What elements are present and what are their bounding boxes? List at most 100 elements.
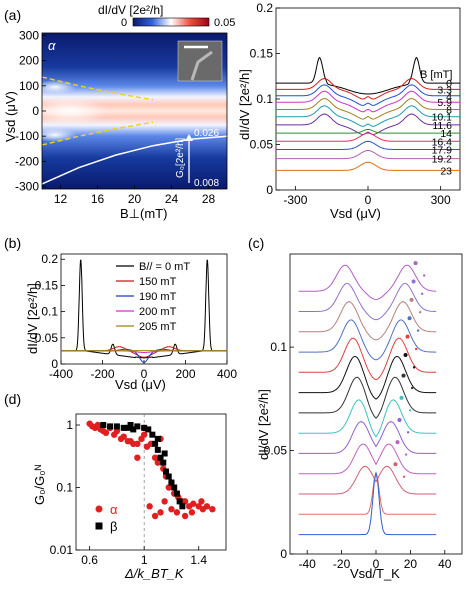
alpha-point [154, 459, 162, 466]
alpha-point [134, 454, 141, 461]
parallel-field-xlabel: Vsd (μV) [115, 377, 166, 392]
legend-beta-label: β [110, 519, 117, 534]
legend-label: 190 mT [139, 291, 177, 303]
beta-point [120, 424, 127, 431]
g0-curve [42, 135, 227, 185]
alpha-point [140, 431, 148, 438]
alpha-point [151, 512, 159, 520]
trace-0 [276, 56, 460, 95]
x-tick-label: 28 [202, 192, 216, 206]
trace-label: 4 [446, 91, 452, 103]
heatmap-upper-peak [42, 80, 77, 94]
y-tick-label: -200 [15, 154, 39, 168]
heatmap-panel: dI/dV [2e²/h] 0 0.05 α 0.026 0.008 G₀[2e… [3, 3, 235, 221]
heatmap-ylabel: Vsd (μV) [3, 91, 18, 142]
beta-point [124, 424, 131, 431]
y-tick-label: 0.01 [50, 543, 74, 557]
x-tick-label: 0 [373, 557, 380, 571]
y-tick-label: 1 [66, 418, 73, 432]
parallel-field-traces [61, 259, 227, 363]
x-tick-label: 40 [438, 557, 452, 571]
x-tick-label: -200 [90, 367, 114, 381]
trace-label: 16.4 [432, 136, 453, 148]
scaling-scatter-points [86, 420, 216, 520]
beta-point [157, 454, 164, 461]
beta-point [165, 473, 172, 480]
beta-point [107, 423, 114, 430]
peak-marker [407, 316, 412, 321]
scaled-trace-2 [298, 301, 437, 341]
parallel-field-legend: B// = 0 mT 150 mT 190 mT 200 mT 205 mT [116, 261, 190, 333]
legend-alpha-label: α [110, 502, 118, 517]
peak-marker [405, 334, 410, 339]
x-tick-label: 1.4 [190, 553, 207, 567]
y-tick-label: 0.2 [41, 252, 58, 266]
field-traces-xlabel: Vsd (μV) [330, 206, 381, 221]
beta-point [152, 440, 159, 447]
y-tick-label: 0.1 [256, 92, 273, 106]
y-tick-label: 300 [19, 29, 39, 43]
scaling-scatter-panel: 0.6 1 1.4 0.01 0.1 1 α β Δ/k_BT_K G₀/G₀ᴺ [32, 413, 227, 581]
trace-14 [276, 129, 460, 134]
beta-point [171, 484, 178, 491]
x-tick-label: -400 [49, 367, 73, 381]
colorbar [132, 17, 210, 27]
beta-point [173, 490, 180, 497]
parallel-trace-1 [61, 346, 227, 358]
scaled-trace-12 [298, 472, 437, 536]
parallel-field-axis-ticks: -400 -200 0 200 400 0 0.05 0.1 0.15 0.2 [35, 252, 238, 381]
alpha-point [203, 503, 211, 510]
scaled-traces-axis-ticks: -40 -20 0 20 40 0 0.05 0.1 [264, 340, 452, 571]
panel-label-b: (b) [4, 235, 21, 251]
x-tick-label: 20 [404, 557, 418, 571]
trace-4 [276, 84, 460, 106]
y-tick-label: -300 [15, 179, 39, 193]
x-tick-label: 0 [141, 367, 148, 381]
beta-point [154, 446, 161, 453]
peak-marker [401, 373, 406, 378]
scaled-traces-xlabel: Vsd/T_K [350, 566, 400, 581]
colorbar-max-label: 0.05 [214, 17, 235, 29]
alpha-point [190, 500, 197, 507]
alpha-device-label: α [48, 38, 56, 53]
x-tick-label: -40 [299, 557, 317, 571]
parallel-trace-3 [61, 350, 227, 353]
trace-23 [276, 161, 460, 171]
scaling-scatter-xlabel: Δ/k_BT_K [124, 566, 185, 581]
scaled-trace-1 [298, 282, 437, 321]
alpha-point [161, 498, 168, 505]
field-traces-axis-ticks: -300 0 300 0 0.05 0.1 0.15 0.2 [250, 1, 451, 207]
beta-point [179, 503, 186, 510]
legend-label: 205 mT [139, 321, 177, 333]
trace-label: 23 [440, 165, 452, 177]
legend-beta-marker [95, 522, 103, 530]
parallel-field-panel: -400 -200 0 200 400 0 0.05 0.1 0.15 0.2 B// = 0 m… [25, 252, 237, 392]
y-tick-label: -100 [15, 129, 39, 143]
alpha-point [157, 509, 164, 516]
y-tick-label: 0 [32, 104, 39, 118]
legend-alpha-marker [95, 505, 103, 513]
y-tick-label: 200 [19, 54, 39, 68]
alpha-point [146, 503, 153, 510]
edge-marker [420, 292, 424, 296]
y-tick-label: 0.05 [264, 444, 288, 458]
scaled-trace-0 [298, 264, 437, 301]
guide-curve-upper [42, 76, 154, 101]
trace-10-1 [276, 105, 460, 127]
trace-label: 11.6 [432, 120, 452, 132]
edge-marker [406, 431, 410, 434]
y-tick-label: 0 [280, 547, 287, 561]
peak-marker [399, 395, 404, 400]
y-tick-label: 100 [19, 79, 39, 93]
trace-5-9 [276, 90, 460, 113]
trace-label: 0 [446, 78, 452, 90]
y-tick-label: 0.2 [256, 1, 273, 15]
guide-curve-lower [42, 121, 154, 146]
y-tick-label: 0.1 [56, 481, 73, 495]
edge-marker [418, 311, 422, 314]
x-tick-label: 200 [175, 367, 195, 381]
alpha-point [134, 440, 141, 448]
alpha-point [120, 433, 127, 440]
scaled-trace-8 [298, 421, 437, 454]
